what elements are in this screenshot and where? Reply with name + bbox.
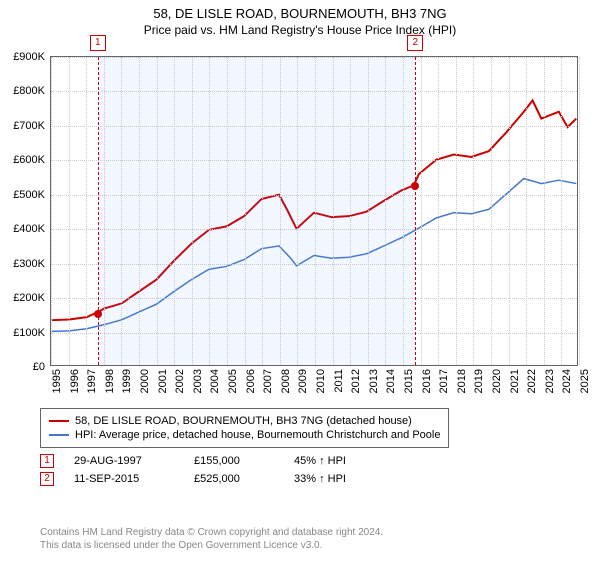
y-tick-label: £200K <box>13 292 45 304</box>
x-tick-label: 1999 <box>121 369 133 393</box>
y-tick-label: £600K <box>13 154 45 166</box>
transaction-price: £155,000 <box>194 455 274 467</box>
x-tick-label: 2025 <box>579 369 591 393</box>
x-tick-label: 1995 <box>51 369 63 393</box>
x-tick-label: 2012 <box>350 369 362 393</box>
plot-area: £0£100K£200K£300K£400K£500K£600K£700K£80… <box>50 56 578 366</box>
transaction-row: 1 29-AUG-1997 £155,000 45% ↑ HPI <box>40 454 346 468</box>
transaction-price: £525,000 <box>194 473 274 485</box>
x-tick-label: 2002 <box>174 369 186 393</box>
x-tick-label: 2000 <box>139 369 151 393</box>
x-tick-label: 2019 <box>473 369 485 393</box>
legend-row: 58, DE LISLE ROAD, BOURNEMOUTH, BH3 7NG … <box>49 415 440 427</box>
marker-point-2 <box>411 182 419 190</box>
transaction-date: 29-AUG-1997 <box>74 455 174 467</box>
y-tick-label: £500K <box>13 189 45 201</box>
x-tick-label: 2001 <box>157 369 169 393</box>
footer-line2: This data is licensed under the Open Gov… <box>40 539 383 552</box>
x-tick-label: 2022 <box>526 369 538 393</box>
legend-swatch <box>49 434 69 436</box>
transaction-row: 2 11-SEP-2015 £525,000 33% ↑ HPI <box>40 472 346 486</box>
x-tick-label: 2014 <box>385 369 397 393</box>
x-tick-label: 1998 <box>104 369 116 393</box>
x-tick-label: 2017 <box>438 369 450 393</box>
x-tick-label: 2007 <box>262 369 274 393</box>
transaction-date: 11-SEP-2015 <box>74 473 174 485</box>
x-tick-label: 2003 <box>192 369 204 393</box>
transaction-marker: 1 <box>40 454 54 468</box>
legend: 58, DE LISLE ROAD, BOURNEMOUTH, BH3 7NG … <box>40 408 449 448</box>
transaction-marker: 2 <box>40 472 54 486</box>
transaction-pct: 45% ↑ HPI <box>294 455 346 467</box>
x-tick-label: 2011 <box>333 369 345 393</box>
y-tick-label: £700K <box>13 120 45 132</box>
x-tick-label: 2006 <box>245 369 257 393</box>
x-tick-label: 1996 <box>69 369 81 393</box>
x-tick-label: 2013 <box>368 369 380 393</box>
x-tick-label: 2021 <box>509 369 521 393</box>
marker-box-1: 1 <box>90 35 106 51</box>
x-tick-label: 1997 <box>86 369 98 393</box>
x-tick-label: 2015 <box>403 369 415 393</box>
x-tick-label: 2023 <box>544 369 556 393</box>
chart-container: 58, DE LISLE ROAD, BOURNEMOUTH, BH3 7NG … <box>0 6 600 566</box>
legend-row: HPI: Average price, detached house, Bour… <box>49 429 440 441</box>
x-tick-label: 2005 <box>227 369 239 393</box>
x-tick-label: 2018 <box>456 369 468 393</box>
footer-line1: Contains HM Land Registry data © Crown c… <box>40 526 383 539</box>
marker-box-2: 2 <box>407 35 423 51</box>
chart-title: 58, DE LISLE ROAD, BOURNEMOUTH, BH3 7NG <box>0 6 600 23</box>
y-tick-label: £300K <box>13 258 45 270</box>
legend-label: 58, DE LISLE ROAD, BOURNEMOUTH, BH3 7NG … <box>75 415 412 427</box>
y-tick-label: £400K <box>13 223 45 235</box>
legend-label: HPI: Average price, detached house, Bour… <box>75 429 440 441</box>
x-tick-label: 2004 <box>209 369 221 393</box>
y-tick-label: £800K <box>13 85 45 97</box>
y-tick-label: £100K <box>13 327 45 339</box>
transactions-table: 1 29-AUG-1997 £155,000 45% ↑ HPI 2 11-SEP-201… <box>40 450 346 490</box>
x-tick-label: 2024 <box>561 369 573 393</box>
legend-swatch <box>49 420 69 422</box>
x-tick-label: 2016 <box>421 369 433 393</box>
x-tick-label: 2008 <box>280 369 292 393</box>
marker-point-1 <box>94 310 102 318</box>
y-tick-label: £900K <box>13 51 45 63</box>
footer-text: Contains HM Land Registry data © Crown c… <box>40 526 383 552</box>
x-tick-label: 2009 <box>297 369 309 393</box>
y-tick-label: £0 <box>33 361 45 373</box>
x-tick-label: 2020 <box>491 369 503 393</box>
x-tick-label: 2010 <box>315 369 327 393</box>
transaction-pct: 33% ↑ HPI <box>294 473 346 485</box>
